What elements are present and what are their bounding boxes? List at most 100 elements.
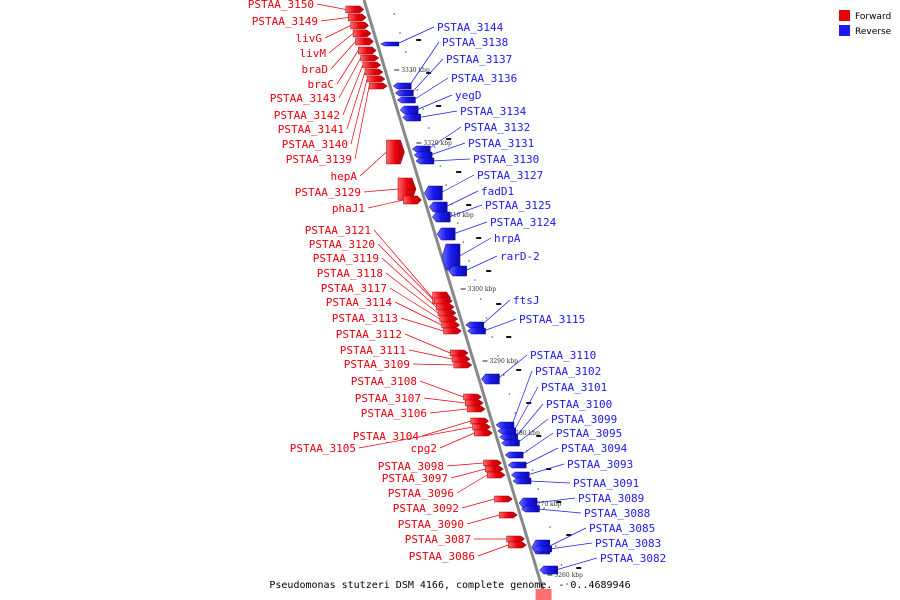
label-pstaa-3117[interactable]: PSTAA_3117 xyxy=(321,282,387,295)
label-brad[interactable]: braD xyxy=(302,63,329,76)
label-rard-2[interactable]: rarD-2 xyxy=(500,250,540,263)
label-pstaa-3087[interactable]: PSTAA_3087 xyxy=(405,533,471,546)
label-pstaa-3101[interactable]: PSTAA_3101 xyxy=(541,381,607,394)
label-pstaa-3088[interactable]: PSTAA_3088 xyxy=(584,507,650,520)
label-hrpa[interactable]: hrpA xyxy=(494,232,521,245)
gene-forward-phaj1[interactable] xyxy=(403,195,422,205)
gene-forward-pstaa-3090[interactable] xyxy=(499,511,518,519)
label-pstaa-3134[interactable]: PSTAA_3134 xyxy=(460,105,527,118)
gene-reverse-pstaa-3115[interactable] xyxy=(467,327,486,335)
label-cpg2[interactable]: cpg2 xyxy=(411,442,438,455)
label-pstaa-3093[interactable]: PSTAA_3093 xyxy=(567,458,633,471)
label-hepa[interactable]: hepA xyxy=(331,170,358,183)
gene-forward-pstaa-3087[interactable] xyxy=(506,535,526,543)
gene-forward-pstaa-3118[interactable] xyxy=(437,309,457,317)
gene-forward-pstaa-3119[interactable] xyxy=(435,303,455,311)
label-pstaa-3094[interactable]: PSTAA_3094 xyxy=(561,442,628,455)
gene-forward-pstaa-3086[interactable] xyxy=(508,541,527,549)
label-pstaa-3113[interactable]: PSTAA_3113 xyxy=(332,312,398,325)
label-pstaa-3105[interactable]: PSTAA_3105 xyxy=(290,442,356,455)
gene-reverse-pstaa-3127[interactable] xyxy=(424,185,443,201)
label-pstaa-3130[interactable]: PSTAA_3130 xyxy=(473,153,539,166)
gene-forward-pstaa-3143[interactable] xyxy=(360,54,380,62)
gene-reverse-pstaa-3136[interactable] xyxy=(397,96,416,104)
label-fadd1[interactable]: fadD1 xyxy=(481,185,514,198)
label-pstaa-3095[interactable]: PSTAA_3095 xyxy=(556,427,622,440)
label-phaj1[interactable]: phaJ1 xyxy=(332,202,365,215)
label-pstaa-3098[interactable]: PSTAA_3098 xyxy=(378,460,444,473)
gene-forward-pstaa-3107[interactable] xyxy=(465,399,484,407)
label-pstaa-3086[interactable]: PSTAA_3086 xyxy=(409,550,475,563)
gene-forward-pstaa-3109[interactable] xyxy=(453,361,473,369)
gene-forward-brad[interactable] xyxy=(355,37,374,46)
label-pstaa-3144[interactable]: PSTAA_3144 xyxy=(437,21,504,34)
label-ftsj[interactable]: ftsJ xyxy=(513,294,540,307)
label-livg[interactable]: livG xyxy=(296,32,323,45)
gene-reverse-pstaa-3094[interactable] xyxy=(507,461,527,469)
gene-forward-pstaa-3129[interactable] xyxy=(397,177,417,201)
label-pstaa-3121[interactable]: PSTAA_3121 xyxy=(305,224,371,237)
gene-forward-pstaa-3111[interactable] xyxy=(451,355,471,363)
gene-reverse-pstaa-3102[interactable] xyxy=(495,421,515,429)
label-pstaa-3115[interactable]: PSTAA_3115 xyxy=(519,313,585,326)
gene-reverse-pstaa-3144[interactable] xyxy=(380,41,399,47)
label-pstaa-3100[interactable]: PSTAA_3100 xyxy=(546,398,612,411)
label-pstaa-3136[interactable]: PSTAA_3136 xyxy=(451,72,517,85)
gene-forward-cpg2[interactable] xyxy=(474,429,493,437)
label-pstaa-3112[interactable]: PSTAA_3112 xyxy=(336,328,402,341)
gene-forward-pstaa-3108[interactable] xyxy=(463,393,482,401)
gene-reverse-pstaa-3093[interactable] xyxy=(510,471,530,479)
label-pstaa-3085[interactable]: PSTAA_3085 xyxy=(589,522,655,535)
gene-forward-livg[interactable] xyxy=(350,21,370,30)
label-pstaa-3089[interactable]: PSTAA_3089 xyxy=(578,492,644,505)
gene-reverse-pstaa-3099[interactable] xyxy=(501,439,520,447)
label-pstaa-3132[interactable]: PSTAA_3132 xyxy=(464,121,530,134)
label-pstaa-3118[interactable]: PSTAA_3118 xyxy=(317,267,383,280)
gene-reverse-pstaa-3095[interactable] xyxy=(504,451,524,459)
gene-reverse-ftsj[interactable] xyxy=(465,321,484,329)
label-pstaa-3091[interactable]: PSTAA_3091 xyxy=(573,477,639,490)
label-pstaa-3108[interactable]: PSTAA_3108 xyxy=(351,375,417,388)
gene-forward-pstaa-3096[interactable] xyxy=(486,471,506,479)
label-pstaa-3090[interactable]: PSTAA_3090 xyxy=(398,518,464,531)
gene-reverse-pstaa-3088[interactable] xyxy=(521,505,540,513)
gene-forward-pstaa-3142[interactable] xyxy=(362,61,382,69)
label-pstaa-3137[interactable]: PSTAA_3137 xyxy=(446,53,512,66)
label-pstaa-3143[interactable]: PSTAA_3143 xyxy=(270,92,336,105)
gene-forward-pstaa-3105[interactable] xyxy=(472,423,492,431)
label-pstaa-3131[interactable]: PSTAA_3131 xyxy=(468,137,534,150)
label-pstaa-3110[interactable]: PSTAA_3110 xyxy=(530,349,596,362)
gene-forward-pstaa-3106[interactable] xyxy=(466,405,486,413)
gene-reverse-pstaa-3124[interactable] xyxy=(436,227,456,241)
gene-reverse-pstaa-3082[interactable] xyxy=(539,565,558,575)
label-pstaa-3099[interactable]: PSTAA_3099 xyxy=(551,413,617,426)
label-yegd[interactable]: yegD xyxy=(455,89,482,102)
label-pstaa-3141[interactable]: PSTAA_3141 xyxy=(278,123,344,136)
label-livm[interactable]: livM xyxy=(300,47,327,60)
gene-reverse-fadd1[interactable] xyxy=(428,201,448,213)
gene-forward-pstaa-3104[interactable] xyxy=(470,417,490,425)
label-pstaa-3096[interactable]: PSTAA_3096 xyxy=(388,487,454,500)
label-pstaa-3107[interactable]: PSTAA_3107 xyxy=(355,392,421,405)
label-pstaa-3129[interactable]: PSTAA_3129 xyxy=(295,186,361,199)
gene-reverse-pstaa-3100[interactable] xyxy=(499,433,518,441)
gene-forward-pstaa-3139[interactable] xyxy=(368,82,388,90)
gene-forward-pstaa-3141[interactable] xyxy=(364,68,384,76)
label-pstaa-3120[interactable]: PSTAA_3120 xyxy=(309,238,375,251)
label-pstaa-3082[interactable]: PSTAA_3082 xyxy=(600,552,666,565)
label-pstaa-3127[interactable]: PSTAA_3127 xyxy=(477,169,543,182)
label-pstaa-3124[interactable]: PSTAA_3124 xyxy=(490,216,557,229)
label-pstaa-3109[interactable]: PSTAA_3109 xyxy=(344,358,410,371)
gene-reverse-pstaa-3091[interactable] xyxy=(512,477,532,485)
gene-forward-pstaa-3113[interactable] xyxy=(443,327,462,335)
gene-forward-pstaa-3117[interactable] xyxy=(439,315,459,323)
label-pstaa-3083[interactable]: PSTAA_3083 xyxy=(595,537,661,550)
gene-reverse-pstaa-3130[interactable] xyxy=(415,157,435,165)
label-pstaa-3111[interactable]: PSTAA_3111 xyxy=(340,344,406,357)
gene-forward-livm[interactable] xyxy=(352,29,372,38)
gene-forward-pstaa-3092[interactable] xyxy=(494,495,513,503)
gene-reverse-pstaa-3083[interactable] xyxy=(533,545,552,553)
label-brac[interactable]: braC xyxy=(308,78,335,91)
gene-reverse-pstaa-3101[interactable] xyxy=(497,427,517,435)
gene-reverse-pstaa-3125[interactable] xyxy=(431,211,451,223)
